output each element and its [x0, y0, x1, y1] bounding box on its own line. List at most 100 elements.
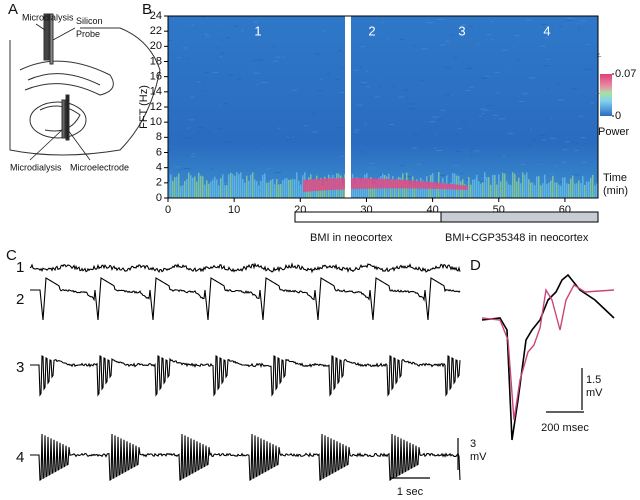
- spectrogram-texture: [171, 55, 174, 57]
- annotation: Microelectrode: [70, 162, 129, 172]
- spectrogram-texture: [527, 76, 530, 78]
- spectrogram-texture: [196, 81, 201, 83]
- spectrogram-texture: [386, 38, 390, 40]
- low-frequency-band: [474, 179, 476, 198]
- spectrogram-texture: [228, 74, 233, 76]
- low-frequency-band: [590, 177, 592, 198]
- spectrogram-texture: [206, 90, 208, 92]
- spectrogram-texture: [254, 138, 258, 140]
- spectrogram-texture: [220, 52, 224, 54]
- spectrogram-texture: [436, 150, 443, 152]
- low-frequency-band: [510, 184, 512, 198]
- spectrogram-texture: [514, 35, 521, 37]
- low-frequency-band: [274, 184, 276, 198]
- spectrogram-texture: [223, 103, 228, 105]
- spectrogram-texture: [490, 20, 494, 22]
- colorbar-tick-label: 0.07: [615, 68, 636, 80]
- spectrogram-texture: [557, 84, 561, 86]
- high-power-band: [303, 178, 468, 192]
- spectrogram-texture: [191, 153, 196, 155]
- low-frequency-band: [376, 180, 378, 198]
- spectrogram-texture: [389, 123, 394, 125]
- low-frequency-band: [232, 174, 234, 198]
- treatment-bar: [294, 211, 442, 223]
- trace-label: 3: [16, 359, 24, 376]
- spectrogram-texture: [176, 57, 181, 59]
- treatment-bar: [440, 211, 599, 223]
- low-frequency-band: [520, 183, 522, 198]
- y-tick-label: 16: [150, 71, 162, 83]
- low-frequency-band: [288, 179, 290, 198]
- epoch-label: 1: [254, 23, 261, 38]
- low-frequency-band: [542, 183, 544, 198]
- spectrogram-texture: [470, 149, 475, 151]
- spectrogram-texture: [359, 66, 362, 68]
- low-frequency-band: [298, 180, 300, 198]
- treatment-label: BMI+CGP35348 in neocortex: [445, 232, 589, 244]
- spectrogram-texture: [527, 144, 533, 146]
- low-frequency-band: [476, 174, 478, 198]
- low-frequency-band: [488, 177, 490, 198]
- spectrogram-texture: [352, 69, 359, 71]
- spectrogram-texture: [186, 58, 189, 60]
- spectrogram-texture: [374, 96, 381, 98]
- low-frequency-band: [394, 181, 396, 198]
- spectrogram-texture: [270, 190, 278, 192]
- spectrogram-texture: [583, 68, 591, 70]
- spectrogram-texture: [444, 67, 452, 69]
- low-frequency-band: [404, 183, 406, 198]
- spectrogram-texture: [542, 139, 547, 141]
- spectrogram-texture: [452, 34, 455, 36]
- spectrogram-texture: [494, 118, 496, 120]
- low-frequency-band: [236, 172, 238, 198]
- spectrogram-texture: [472, 150, 480, 152]
- low-frequency-band: [202, 176, 204, 198]
- low-frequency-band: [484, 172, 486, 198]
- spectrogram-texture: [545, 25, 548, 27]
- low-frequency-band: [270, 180, 272, 198]
- low-frequency-band: [544, 174, 546, 198]
- low-frequency-band: [496, 184, 498, 198]
- low-frequency-band: [554, 182, 556, 198]
- spectrogram-texture: [455, 151, 462, 153]
- low-frequency-band: [252, 172, 254, 198]
- eeg-trace: [30, 433, 461, 481]
- spectrogram-texture: [204, 33, 208, 35]
- spectrogram-texture: [581, 161, 587, 163]
- low-frequency-band: [182, 185, 184, 198]
- low-frequency-band: [552, 175, 554, 198]
- low-frequency-band: [578, 180, 580, 198]
- spectrogram: [168, 16, 598, 198]
- spectrogram-texture: [501, 49, 508, 51]
- low-frequency-band: [408, 183, 410, 198]
- low-frequency-band: [516, 181, 518, 198]
- spectrogram-texture: [485, 76, 491, 78]
- spectrogram-texture: [182, 47, 188, 49]
- low-frequency-band: [360, 181, 362, 198]
- low-frequency-band: [556, 182, 558, 198]
- spectrogram-texture: [548, 117, 551, 119]
- low-frequency-band: [444, 183, 446, 198]
- spectrogram-texture: [513, 47, 515, 49]
- spectrogram-texture: [197, 127, 204, 129]
- spectrogram-texture: [574, 150, 579, 152]
- scale-label: 1.5 mV: [586, 374, 603, 399]
- low-frequency-band: [184, 181, 186, 198]
- spectrogram-texture: [335, 79, 339, 81]
- y-tick-label: 6: [156, 146, 162, 158]
- trace-label: 2: [16, 291, 24, 308]
- spectrogram-texture: [528, 77, 536, 79]
- spectrogram-texture: [224, 141, 231, 143]
- averaged-waveform: [481, 273, 615, 441]
- spectrogram-texture: [435, 135, 438, 137]
- spectrogram-texture: [361, 82, 368, 84]
- low-frequency-band: [290, 179, 292, 198]
- low-frequency-band: [540, 185, 542, 198]
- spectrogram-texture: [578, 29, 581, 31]
- spectrogram-texture: [360, 46, 366, 48]
- spectrogram-texture: [566, 19, 573, 21]
- low-frequency-band: [418, 185, 420, 198]
- spectrogram-texture: [353, 129, 361, 131]
- low-frequency-band: [564, 177, 566, 198]
- spectrogram-texture: [341, 130, 344, 132]
